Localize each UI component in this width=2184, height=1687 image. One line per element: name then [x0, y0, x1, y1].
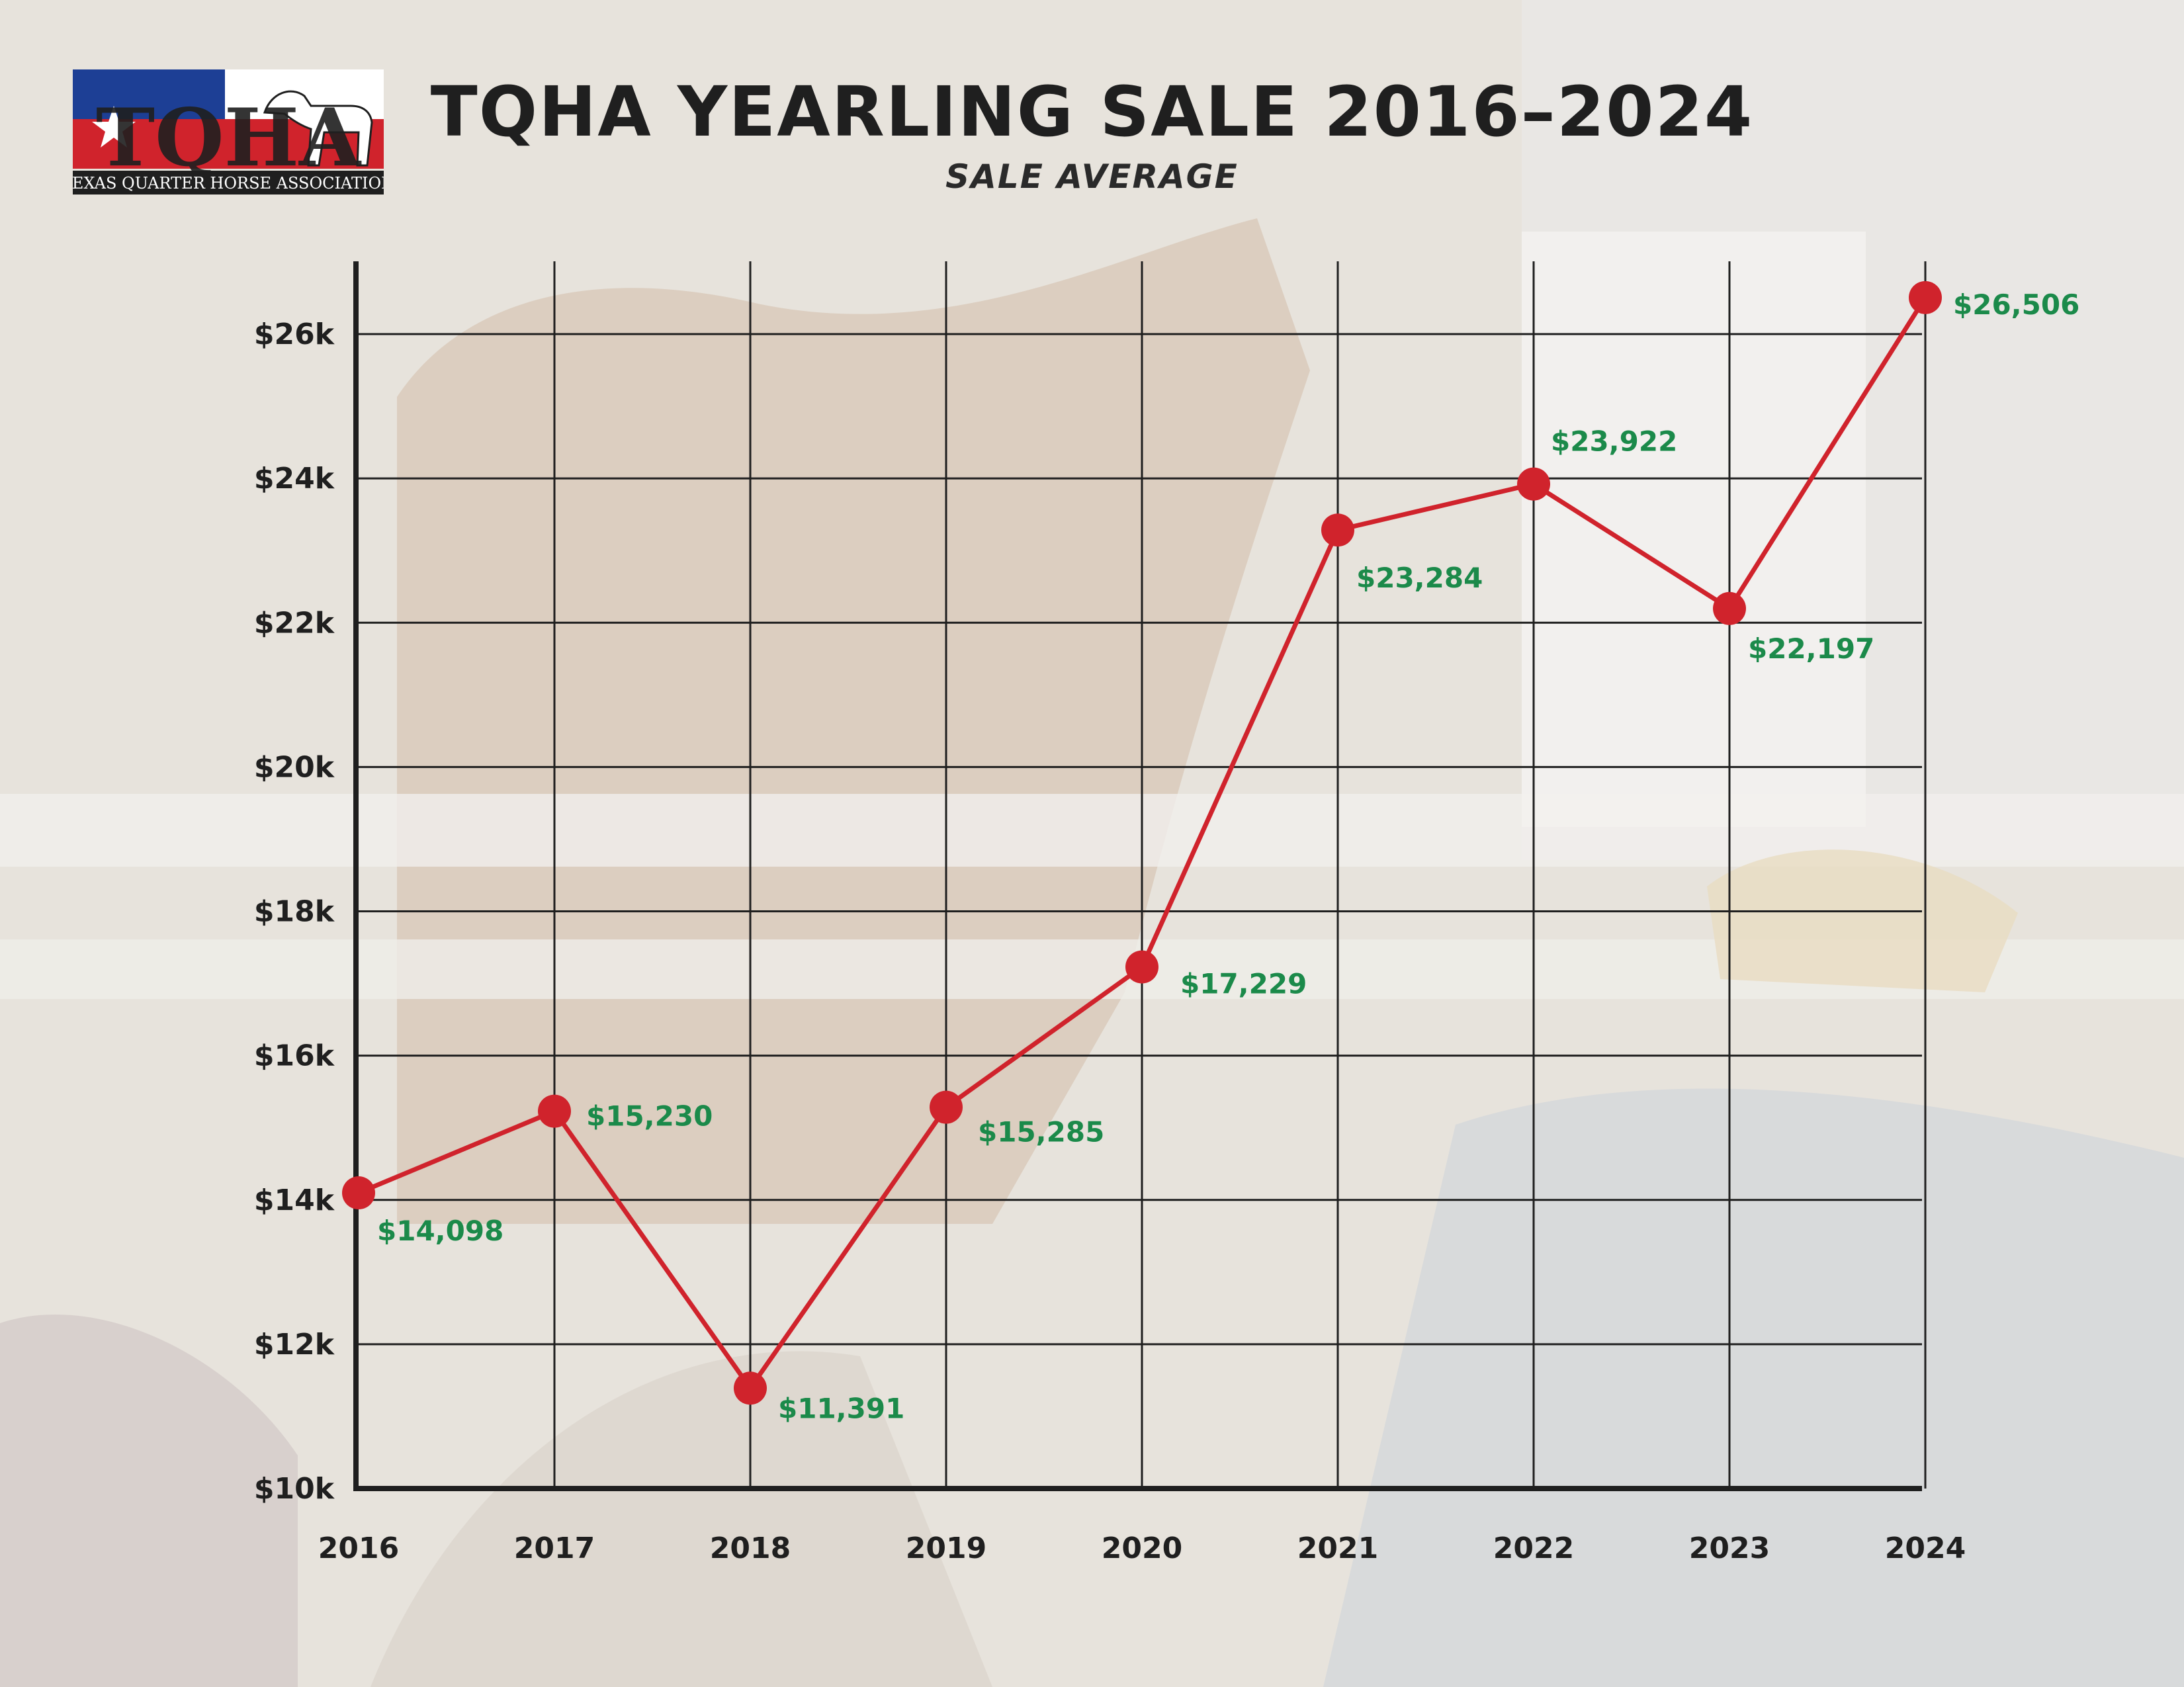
- y-tick-label: $16k: [254, 1039, 335, 1073]
- y-axis-ticks: $10k $12k $14k $16k $18k $20k $22k $24k $26k: [254, 318, 335, 1506]
- data-point: [930, 1090, 963, 1124]
- chart-subtitle: SALE AVERAGE: [945, 157, 1239, 196]
- x-axis-ticks: 2016 2017 2018 2019 2020 2021 2022 2023 2024: [318, 1532, 1966, 1565]
- data-point: [538, 1094, 571, 1128]
- data-point: [1321, 513, 1354, 547]
- y-tick-label: $18k: [254, 895, 335, 929]
- data-label: $11,391: [778, 1392, 904, 1424]
- data-label: $22,197: [1748, 632, 1874, 665]
- x-tick-label: 2021: [1297, 1532, 1378, 1565]
- data-label: $23,284: [1356, 562, 1483, 594]
- data-labels: $14,098 $15,230 $11,391 $15,285 $17,229 $23,2…: [377, 288, 2079, 1424]
- data-label: $26,506: [1953, 288, 2079, 321]
- x-tick-label: 2016: [318, 1532, 399, 1565]
- logo-letters: TQHA: [96, 91, 362, 185]
- x-tick-label: 2022: [1493, 1532, 1574, 1565]
- chart-axes: [353, 261, 1922, 1491]
- y-tick-label: $12k: [254, 1328, 335, 1362]
- grid-lines: [356, 261, 1927, 1489]
- data-label: $14,098: [377, 1215, 503, 1247]
- y-tick-label: $22k: [254, 606, 335, 640]
- series-group: [342, 281, 1942, 1405]
- y-tick-label: $10k: [254, 1472, 335, 1506]
- x-tick-label: 2018: [710, 1532, 791, 1565]
- y-tick-label: $20k: [254, 750, 335, 784]
- data-point: [1125, 950, 1158, 984]
- y-tick-label: $26k: [254, 318, 335, 351]
- x-tick-label: 2017: [514, 1532, 595, 1565]
- logo-tagline: TEXAS QUARTER HORSE ASSOCIATION: [73, 174, 384, 193]
- x-tick-label: 2020: [1102, 1532, 1182, 1565]
- x-tick-label: 2024: [1885, 1532, 1966, 1565]
- data-label: $15,230: [586, 1100, 713, 1133]
- data-label: $15,285: [978, 1116, 1104, 1148]
- tqha-logo: TQHA TEXAS QUARTER HORSE ASSOCIATION: [73, 69, 384, 195]
- data-point: [1713, 591, 1746, 625]
- data-point: [734, 1371, 767, 1405]
- data-point: [1909, 281, 1942, 314]
- y-tick-label: $24k: [254, 462, 335, 496]
- data-point: [1517, 467, 1550, 501]
- data-point: [342, 1176, 375, 1210]
- x-tick-label: 2019: [906, 1532, 986, 1565]
- chart-title: TQHA YEARLING SALE 2016–2024: [430, 71, 1754, 152]
- data-label: $23,922: [1551, 425, 1677, 458]
- x-tick-label: 2023: [1689, 1532, 1770, 1565]
- y-tick-label: $14k: [254, 1184, 335, 1217]
- data-label: $17,229: [1180, 968, 1307, 1000]
